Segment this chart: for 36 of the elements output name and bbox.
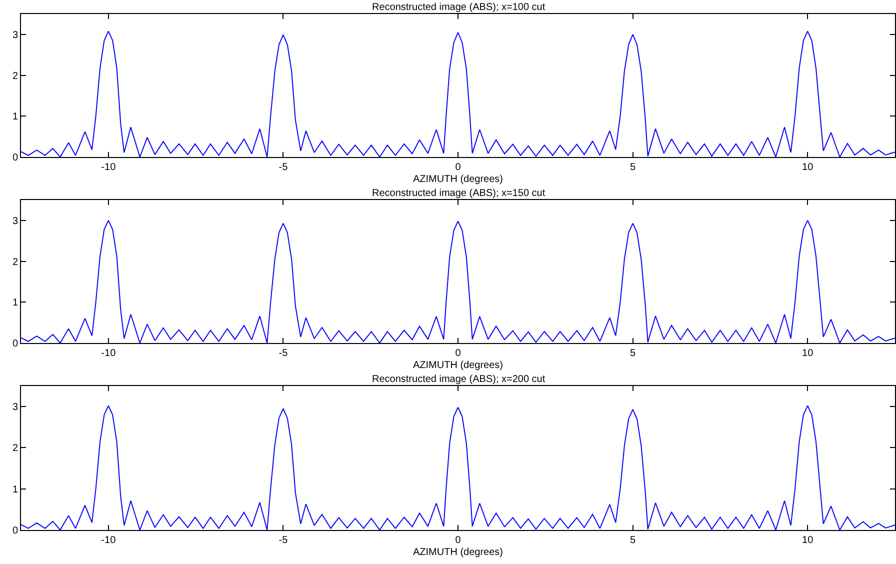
y-tick-label: 1: [12, 112, 18, 123]
chart-title: Reconstructed image (ABS); x=200 cut: [372, 374, 546, 385]
y-tick-label: 2: [12, 256, 18, 268]
x-tick-label: -10: [101, 162, 116, 173]
y-tick-label: 0: [12, 152, 18, 164]
x-tick-label: -5: [278, 348, 288, 359]
x-axis-title: AZIMUTH (degrees): [413, 174, 504, 185]
y-tick-label: 0: [12, 338, 18, 350]
x-tick-label: 0: [455, 162, 462, 173]
y-tick-label: 3: [12, 402, 18, 414]
y-tick-label: 2: [12, 70, 18, 82]
x-tick-label: 10: [802, 162, 814, 173]
x-axis-title: AZIMUTH (degrees): [413, 547, 504, 558]
y-tick-label: 2: [12, 443, 18, 454]
x-tick-label: -5: [278, 162, 288, 173]
x-tick-label: 10: [802, 535, 814, 546]
y-tick-label: 3: [12, 30, 18, 41]
x-axis-title: AZIMUTH (degrees): [413, 360, 504, 371]
y-tick-label: 3: [12, 216, 18, 227]
x-tick-label: 0: [455, 535, 462, 546]
chart-title: Reconstructed image (ABS); x=100 cut: [372, 2, 546, 13]
line-series: [21, 30, 895, 157]
x-tick-label: 5: [630, 535, 636, 546]
x-tick-label: 5: [630, 162, 636, 173]
y-tick-label: 1: [12, 298, 18, 309]
line-series: [21, 405, 895, 530]
line-series: [21, 220, 895, 343]
chart-title: Reconstructed image (ABS); x=150 cut: [372, 188, 546, 199]
x-tick-label: 5: [630, 348, 636, 359]
x-tick-label: -5: [278, 535, 288, 546]
y-tick-label: 0: [12, 526, 18, 536]
y-tick-label: 1: [12, 484, 18, 496]
x-tick-label: -10: [101, 535, 116, 546]
x-tick-label: -10: [101, 348, 116, 359]
x-tick-label: 10: [802, 348, 814, 359]
x-tick-label: 0: [455, 348, 462, 359]
